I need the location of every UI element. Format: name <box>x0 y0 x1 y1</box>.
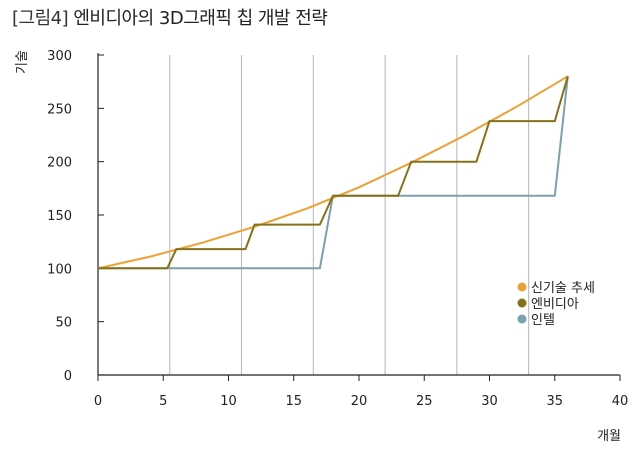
axes: 0 50 100 150 200 250 300 0 5 10 15 20 25 30 35 40 <box>47 49 628 409</box>
y-tick-label: 200 <box>47 156 72 171</box>
y-tick-label: 0 <box>64 369 72 384</box>
legend-label-0: 신기술 추세 <box>531 281 595 296</box>
x-tick-label: 40 <box>612 394 629 409</box>
x-tick-label: 20 <box>351 394 368 409</box>
y-tick-label: 250 <box>47 102 72 117</box>
x-tick-label: 35 <box>546 394 563 409</box>
y-axis-title: 기술 <box>15 50 30 74</box>
legend-marker-2 <box>517 314 527 324</box>
legend-marker-1 <box>517 298 527 308</box>
x-tick-label: 10 <box>220 394 237 409</box>
y-tick-label: 150 <box>47 209 72 224</box>
x-tick-label: 30 <box>481 394 498 409</box>
legend-label-2: 인텔 <box>531 313 555 328</box>
chart-title: [그림4] 엔비디아의 3D그래픽 칩 개발 전략 <box>12 4 328 30</box>
legend-label-1: 엔비디아 <box>531 297 579 312</box>
vertical-guides <box>169 55 530 375</box>
legend-marker-0 <box>517 282 527 292</box>
x-axis-title: 개월 <box>597 429 621 444</box>
series-line-0 <box>97 75 569 270</box>
y-tick-label: 300 <box>47 49 72 64</box>
x-tick-label: 15 <box>285 394 302 409</box>
figure-label: [그림4] <box>12 8 69 29</box>
series-lines <box>97 75 569 270</box>
x-tick-label: 25 <box>416 394 433 409</box>
x-tick-label: 0 <box>94 394 102 409</box>
y-tick-label: 100 <box>47 262 72 277</box>
series-line-2 <box>98 76 569 270</box>
title-text: 엔비디아의 3D그래픽 칩 개발 전략 <box>73 8 328 29</box>
y-tick-label: 50 <box>55 316 72 331</box>
x-tick-label: 5 <box>159 394 167 409</box>
series-line-1 <box>98 76 569 270</box>
